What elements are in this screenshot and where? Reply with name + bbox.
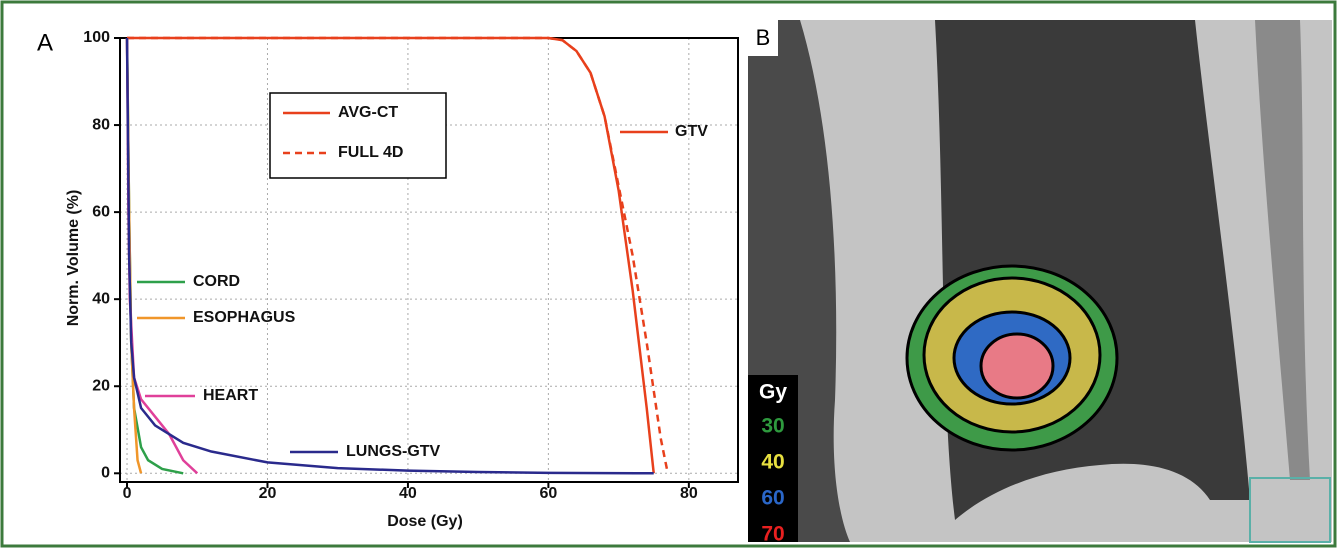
y-tick-label: 20 xyxy=(92,377,110,394)
figure: A Dose (Gy) Norm. Volume (%) B Gy 30 40 60… xyxy=(0,0,1337,548)
ct-image: B Gy 30 40 60 70 xyxy=(748,20,1332,546)
y-tick-label: 40 xyxy=(92,290,110,307)
y-axis-label: Norm. Volume (%) xyxy=(65,190,82,327)
dose-legend-label: 30 xyxy=(761,415,784,438)
series-label: ESOPHAGUS xyxy=(193,309,296,326)
y-tick-label: 60 xyxy=(92,203,110,220)
panel-label: A xyxy=(37,29,53,56)
series-label: LUNGS-GTV xyxy=(346,443,441,460)
y-tick-label: 80 xyxy=(92,116,110,133)
dose-legend-label: 70 xyxy=(761,523,784,546)
legend-label: AVG-CT xyxy=(338,104,398,121)
contour-70 xyxy=(981,334,1053,398)
series-line xyxy=(127,38,183,473)
dose-legend-label: 60 xyxy=(761,487,784,510)
y-tick-label: 100 xyxy=(83,29,110,46)
y-tick-label: 0 xyxy=(101,465,110,482)
series-label: CORD xyxy=(193,273,240,290)
series-label: HEART xyxy=(203,387,258,404)
x-tick-label: 80 xyxy=(680,485,698,502)
x-tick-label: 40 xyxy=(399,485,417,502)
annotation: GTV xyxy=(675,123,708,140)
x-tick-label: 20 xyxy=(259,485,277,502)
series-line xyxy=(127,38,197,473)
figure-svg: A Dose (Gy) Norm. Volume (%) B Gy 30 40 60… xyxy=(0,0,1337,548)
x-tick-label: 0 xyxy=(123,485,132,502)
dose-legend-label: 40 xyxy=(761,451,784,474)
legend-label: FULL 4D xyxy=(338,144,403,161)
x-axis-label: Dose (Gy) xyxy=(387,513,463,530)
panel-label: B xyxy=(756,25,771,50)
dose-legend-title: Gy xyxy=(759,381,787,404)
x-tick-label: 60 xyxy=(539,485,557,502)
